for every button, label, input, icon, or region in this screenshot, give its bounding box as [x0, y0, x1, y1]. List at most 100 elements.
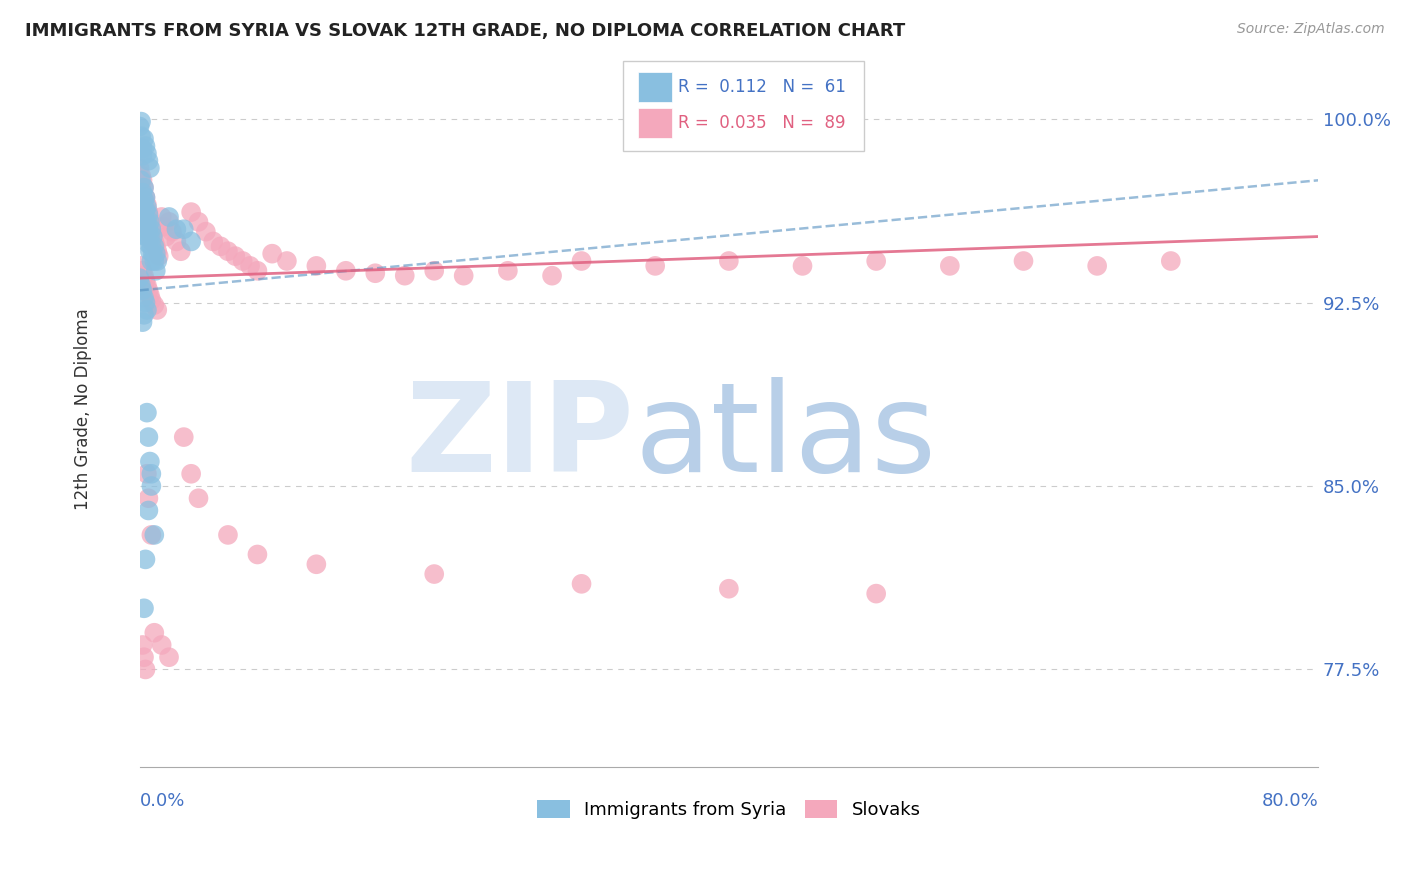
Point [394, 268, 416, 283]
Point [128, 271, 150, 285]
Point [132, 601, 155, 615]
Point [571, 254, 593, 268]
Point [138, 219, 160, 234]
Point [143, 254, 166, 268]
Point [136, 229, 159, 244]
Point [717, 582, 740, 596]
Text: ZIP: ZIP [406, 377, 634, 498]
Point [132, 208, 155, 222]
Point [262, 246, 284, 260]
Point [143, 625, 166, 640]
Point [138, 208, 160, 222]
Point [138, 205, 160, 219]
Point [136, 406, 159, 420]
Point [138, 153, 160, 168]
Point [145, 246, 167, 260]
Point [865, 254, 887, 268]
Point [157, 650, 180, 665]
Point [1085, 259, 1108, 273]
Point [232, 254, 254, 268]
Point [173, 430, 195, 444]
Text: R =  0.035   N =  89: R = 0.035 N = 89 [678, 114, 845, 132]
Point [131, 173, 153, 187]
Point [132, 291, 155, 305]
Point [141, 219, 163, 234]
Point [132, 308, 155, 322]
Point [134, 190, 156, 204]
Point [1012, 254, 1035, 268]
Point [160, 225, 183, 239]
Point [132, 210, 155, 224]
Point [131, 264, 153, 278]
Text: IMMIGRANTS FROM SYRIA VS SLOVAK 12TH GRADE, NO DIPLOMA CORRELATION CHART: IMMIGRANTS FROM SYRIA VS SLOVAK 12TH GRA… [25, 22, 905, 40]
Point [202, 235, 225, 249]
Point [165, 222, 187, 236]
Point [150, 638, 173, 652]
Point [145, 264, 167, 278]
Point [139, 215, 162, 229]
Point [141, 479, 163, 493]
Point [138, 503, 160, 517]
Point [134, 662, 156, 676]
Point [148, 249, 170, 263]
Point [146, 244, 169, 259]
Text: atlas: atlas [634, 377, 936, 498]
Point [129, 180, 152, 194]
Point [146, 254, 169, 268]
Text: R =  0.112   N =  61: R = 0.112 N = 61 [678, 78, 846, 96]
Point [131, 141, 153, 155]
Point [187, 491, 209, 506]
FancyBboxPatch shape [638, 72, 672, 103]
Point [145, 239, 167, 253]
Point [165, 235, 187, 249]
Point [150, 210, 173, 224]
Point [138, 236, 160, 251]
Point [132, 132, 155, 146]
Point [139, 229, 162, 244]
Point [129, 278, 152, 293]
Point [132, 193, 155, 207]
Point [155, 229, 177, 244]
Point [142, 227, 165, 241]
Point [644, 259, 666, 273]
Point [180, 467, 202, 481]
Point [141, 467, 163, 481]
Point [129, 173, 152, 187]
Legend: Immigrants from Syria, Slovaks: Immigrants from Syria, Slovaks [530, 792, 928, 826]
Point [143, 528, 166, 542]
Point [139, 212, 162, 227]
Point [136, 198, 159, 212]
Point [138, 430, 160, 444]
Point [139, 454, 162, 468]
Point [146, 302, 169, 317]
Point [138, 284, 160, 298]
Point [496, 264, 519, 278]
Text: 0.0%: 0.0% [139, 792, 186, 810]
Text: 12th Grade, No Diploma: 12th Grade, No Diploma [75, 308, 91, 510]
Point [134, 202, 156, 217]
Point [141, 222, 163, 236]
Point [141, 239, 163, 253]
Point [173, 222, 195, 236]
Point [187, 215, 209, 229]
Point [136, 278, 159, 293]
Point [209, 239, 232, 253]
Point [132, 222, 155, 236]
Point [136, 146, 159, 161]
Point [217, 528, 239, 542]
Point [138, 491, 160, 506]
Point [131, 190, 153, 204]
Point [134, 552, 156, 566]
FancyBboxPatch shape [623, 62, 865, 151]
Point [541, 268, 564, 283]
Point [180, 235, 202, 249]
Point [423, 567, 446, 582]
Point [132, 180, 155, 194]
Point [143, 235, 166, 249]
Point [1160, 254, 1182, 268]
Point [141, 254, 163, 268]
Point [180, 205, 202, 219]
Point [142, 229, 165, 244]
Point [217, 244, 239, 259]
Point [134, 295, 156, 310]
